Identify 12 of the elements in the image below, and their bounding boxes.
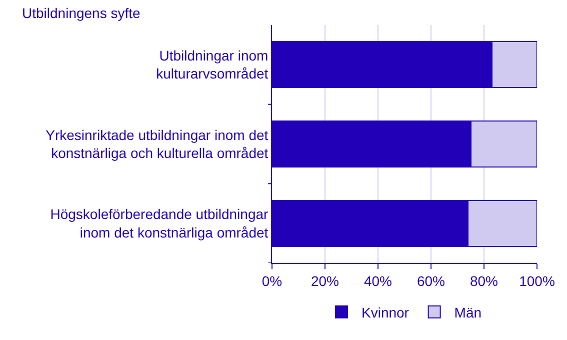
x-tick-label: 40% [364, 272, 392, 289]
x-tick-label: 20% [310, 272, 340, 289]
x-tick-label: 60% [416, 272, 446, 289]
y-tick-label: Utbildningar inom kulturarvsområdet [156, 47, 268, 82]
y-axis-title: Utbildningens syfte [22, 5, 141, 21]
x-tick-label: 0% [262, 272, 282, 289]
legend-label: Kvinnor [362, 304, 410, 320]
y-tick-label: Högskoleförberedande utbildningar inom det konstnärliga området [50, 206, 269, 240]
legend-label: Män [454, 304, 482, 320]
x-tick-label: 100% [519, 272, 555, 289]
x-tick-label: 80% [470, 272, 498, 289]
y-tick-label: Yrkesinriktade utbildningar inom det konstnärliga och kulturella området [46, 126, 268, 161]
